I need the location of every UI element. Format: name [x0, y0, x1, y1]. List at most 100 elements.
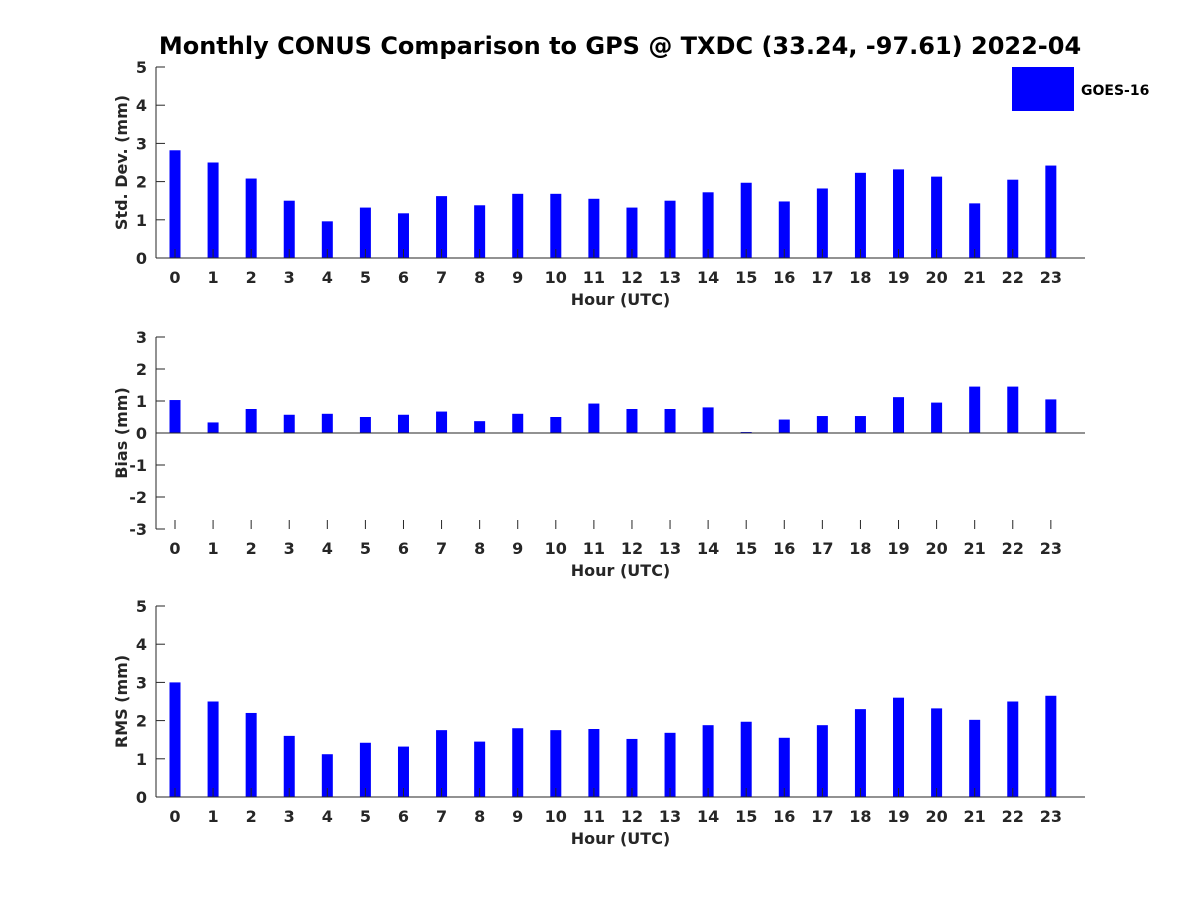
y-axis-label-3: RMS (mm): [112, 655, 131, 748]
x-tick-label-1-6: 6: [398, 268, 409, 287]
bar-3-14: [702, 725, 714, 797]
bar-2-12: [626, 409, 638, 433]
x-tick-label-1-15: 15: [735, 268, 757, 287]
x-tick-label-1-5: 5: [360, 268, 371, 287]
y-tick-label-2-2: 2: [136, 360, 147, 379]
x-tick-label-2-0: 0: [169, 539, 180, 558]
x-tick-label-2-4: 4: [322, 539, 333, 558]
x-tick-label-2-16: 16: [773, 539, 795, 558]
x-tick-label-1-12: 12: [621, 268, 643, 287]
chart-title: Monthly CONUS Comparison to GPS @ TXDC (…: [159, 32, 1081, 60]
x-tick-label-3-22: 22: [1002, 807, 1024, 826]
x-tick-label-3-11: 11: [583, 807, 605, 826]
y-tick-label-3-3: 3: [136, 673, 147, 692]
x-tick-label-1-13: 13: [659, 268, 681, 287]
y-tick-label-2-0: 0: [136, 424, 147, 443]
x-tick-label-2-12: 12: [621, 539, 643, 558]
x-tick-label-1-19: 19: [887, 268, 909, 287]
bar-1-22: [1007, 179, 1019, 258]
x-tick-label-1-8: 8: [474, 268, 485, 287]
bar-2-14: [702, 407, 714, 433]
x-tick-label-3-7: 7: [436, 807, 447, 826]
bar-1-15: [740, 182, 752, 258]
x-tick-label-1-20: 20: [925, 268, 947, 287]
x-tick-label-1-22: 22: [1002, 268, 1024, 287]
x-tick-label-1-11: 11: [583, 268, 605, 287]
x-tick-label-3-16: 16: [773, 807, 795, 826]
bar-1-0: [169, 150, 181, 258]
bar-1-6: [397, 213, 409, 258]
y-tick-label-3-4: 4: [136, 635, 147, 654]
x-tick-label-2-18: 18: [849, 539, 871, 558]
bar-3-3: [283, 735, 295, 797]
y-tick-label-3-1: 1: [136, 750, 147, 769]
bar-2-3: [283, 414, 295, 433]
x-tick-label-3-6: 6: [398, 807, 409, 826]
y-tick-label-2-1: 1: [136, 392, 147, 411]
x-tick-label-2-11: 11: [583, 539, 605, 558]
x-axis-label-1: Hour (UTC): [571, 290, 671, 309]
bar-2-9: [512, 413, 524, 433]
x-tick-label-2-2: 2: [246, 539, 257, 558]
bar-3-12: [626, 738, 638, 797]
bar-3-16: [778, 737, 790, 797]
x-tick-label-1-17: 17: [811, 268, 833, 287]
x-tick-label-3-21: 21: [964, 807, 986, 826]
bar-3-20: [931, 708, 943, 797]
bar-3-11: [588, 729, 600, 797]
bar-3-1: [207, 701, 219, 797]
x-tick-label-2-14: 14: [697, 539, 719, 558]
bar-1-16: [778, 201, 790, 258]
bar-2-13: [664, 409, 676, 433]
bar-3-2: [245, 712, 257, 797]
bar-1-10: [550, 193, 562, 258]
x-tick-label-1-2: 2: [246, 268, 257, 287]
y-axis-label-1: Std. Dev. (mm): [112, 95, 131, 230]
y-tick-label-3-0: 0: [136, 788, 147, 807]
bar-3-5: [359, 742, 371, 797]
bar-1-18: [854, 172, 866, 258]
x-tick-label-3-14: 14: [697, 807, 719, 826]
bar-3-21: [969, 719, 981, 797]
x-tick-label-1-3: 3: [284, 268, 295, 287]
bar-3-8: [474, 741, 486, 797]
x-tick-label-2-3: 3: [284, 539, 295, 558]
x-tick-label-3-4: 4: [322, 807, 333, 826]
x-tick-label-2-23: 23: [1040, 539, 1062, 558]
x-tick-label-3-10: 10: [545, 807, 567, 826]
x-tick-label-1-0: 0: [169, 268, 180, 287]
bar-1-9: [512, 193, 524, 258]
x-tick-label-3-5: 5: [360, 807, 371, 826]
bar-1-2: [245, 178, 257, 258]
bar-3-9: [512, 728, 524, 797]
bar-2-8: [474, 421, 486, 433]
bar-2-5: [359, 417, 371, 433]
bar-2-23: [1045, 399, 1057, 433]
x-axis-label-3: Hour (UTC): [571, 829, 671, 848]
x-tick-label-1-4: 4: [322, 268, 333, 287]
x-tick-label-3-9: 9: [512, 807, 523, 826]
bar-1-3: [283, 200, 295, 258]
bar-3-19: [893, 697, 905, 797]
x-tick-label-1-21: 21: [964, 268, 986, 287]
bar-1-7: [436, 196, 448, 258]
bar-1-5: [359, 207, 371, 258]
x-tick-label-1-18: 18: [849, 268, 871, 287]
bar-2-17: [816, 416, 828, 433]
x-tick-label-1-23: 23: [1040, 268, 1062, 287]
x-tick-label-2-21: 21: [964, 539, 986, 558]
x-tick-label-2-9: 9: [512, 539, 523, 558]
y-tick-label-1-2: 2: [136, 173, 147, 192]
bar-3-0: [169, 682, 181, 797]
x-tick-label-2-5: 5: [360, 539, 371, 558]
y-tick-label-2--2: -2: [129, 488, 147, 507]
bar-3-6: [397, 746, 409, 797]
y-tick-label-1-0: 0: [136, 249, 147, 268]
bar-1-1: [207, 162, 219, 258]
